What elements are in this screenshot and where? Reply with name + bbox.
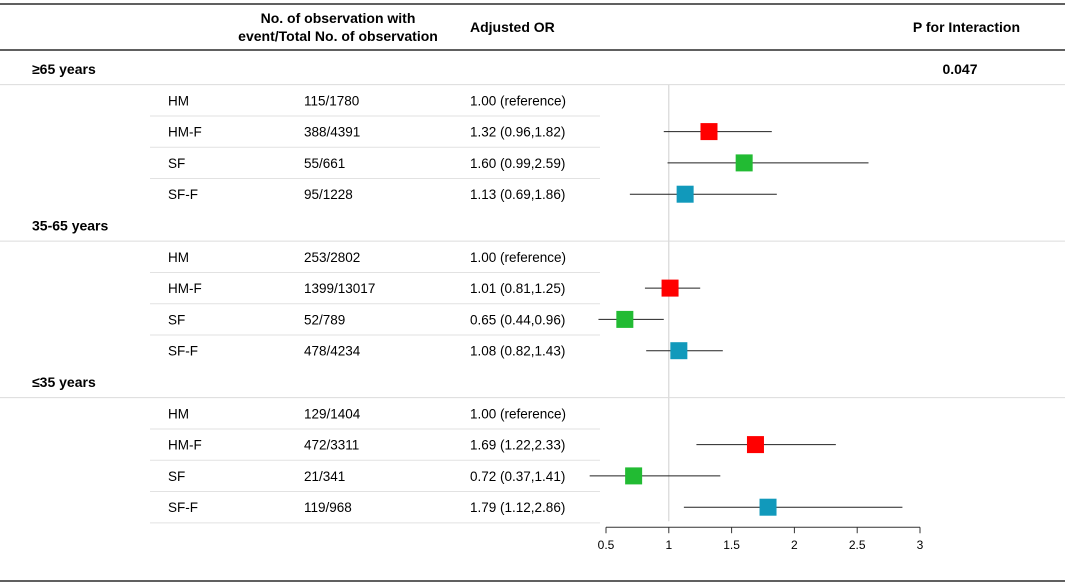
row-label: SF-F — [168, 344, 198, 359]
row-adjusted-or: 1.69 (1.22,2.33) — [470, 438, 565, 453]
row-observations: 472/3311 — [304, 438, 359, 453]
p-interaction-value: 0.047 — [942, 61, 977, 77]
row-adjusted-or: 0.65 (0.44,0.96) — [470, 312, 565, 327]
or-point-marker — [735, 154, 753, 172]
row-adjusted-or: 1.00 (reference) — [470, 250, 566, 265]
row-label: HM — [168, 250, 189, 265]
or-point-marker — [676, 185, 694, 203]
row-observations: 55/661 — [304, 156, 345, 171]
row-adjusted-or: 1.13 (0.69,1.86) — [470, 187, 565, 202]
row-adjusted-or: 0.72 (0.37,1.41) — [470, 469, 565, 484]
or-point-marker — [625, 467, 643, 485]
or-point-marker — [661, 279, 679, 297]
row-observations: 21/341 — [304, 469, 345, 484]
header-observations-line2: event/Total No. of observation — [238, 28, 438, 44]
group-label: 35-65 years — [32, 218, 109, 234]
row-label: HM-F — [168, 438, 202, 453]
row-adjusted-or: 1.01 (0.81,1.25) — [470, 281, 565, 296]
row-observations: 388/4391 — [304, 125, 360, 140]
row-observations: 119/968 — [304, 500, 352, 515]
row-observations: 129/1404 — [304, 406, 361, 421]
row-observations: 253/2802 — [304, 250, 360, 265]
row-observations: 1399/13017 — [304, 281, 375, 296]
row-adjusted-or: 1.08 (0.82,1.43) — [470, 344, 565, 359]
row-adjusted-or: 1.79 (1.12,2.86) — [470, 500, 565, 515]
row-label: HM — [168, 406, 189, 421]
header-observations-line1: No. of observation with — [261, 10, 416, 26]
or-point-marker — [700, 123, 718, 141]
or-point-marker — [670, 342, 688, 360]
row-adjusted-or: 1.00 (reference) — [470, 93, 566, 108]
row-label: SF — [168, 156, 185, 171]
row-label: HM-F — [168, 281, 202, 296]
x-tick-label: 0.5 — [598, 538, 615, 552]
group-label: ≤35 years — [32, 374, 96, 390]
x-tick-label: 2.5 — [849, 538, 866, 552]
row-label: SF-F — [168, 500, 198, 515]
header-adjusted-or: Adjusted OR — [470, 19, 555, 35]
group-label: ≥65 years — [32, 61, 96, 77]
row-observations: 478/4234 — [304, 344, 361, 359]
row-label: SF-F — [168, 187, 198, 202]
x-tick-label: 1.5 — [723, 538, 740, 552]
x-tick-label: 1 — [665, 538, 672, 552]
row-observations: 115/1780 — [304, 93, 359, 108]
header-p-interaction: P for Interaction — [913, 19, 1020, 35]
row-label: HM-F — [168, 125, 202, 140]
or-point-marker — [616, 310, 634, 328]
row-label: SF — [168, 312, 185, 327]
row-adjusted-or: 1.32 (0.96,1.82) — [470, 125, 565, 140]
row-adjusted-or: 1.00 (reference) — [470, 406, 566, 421]
or-point-marker — [759, 498, 777, 516]
row-adjusted-or: 1.60 (0.99,2.59) — [470, 156, 565, 171]
row-label: SF — [168, 469, 185, 484]
row-label: HM — [168, 93, 189, 108]
row-observations: 95/1228 — [304, 187, 353, 202]
x-tick-label: 3 — [917, 538, 924, 552]
x-tick-label: 2 — [791, 538, 798, 552]
or-point-marker — [746, 436, 764, 454]
row-observations: 52/789 — [304, 312, 345, 327]
